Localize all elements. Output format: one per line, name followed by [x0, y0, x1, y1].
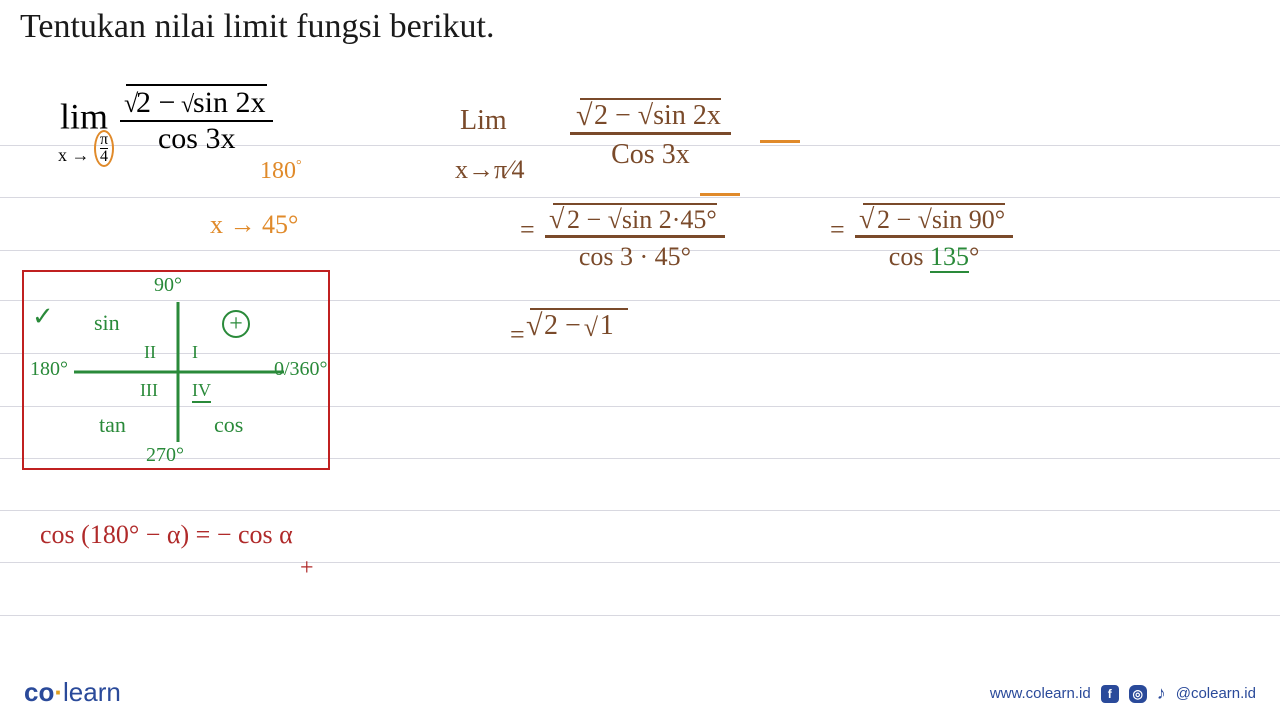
pi-den: 4	[100, 149, 108, 165]
checkmark-icon: ✓	[32, 302, 54, 332]
hand-lim-sub: x→π⁄4	[455, 155, 524, 185]
label-cos: cos	[214, 412, 243, 438]
pi-num: π	[100, 132, 108, 149]
quadrant-2: II	[144, 342, 156, 363]
hand-line3: √ 2 − √1	[530, 310, 628, 342]
quadrant-3: III	[140, 380, 158, 401]
hand-eq-2: =	[830, 215, 845, 245]
cos-identity: cos (180° − α) = − cos α	[40, 520, 293, 550]
identity-plus: +	[300, 555, 314, 582]
label-90: 90°	[154, 274, 182, 297]
hand-lim-label: Lim	[460, 105, 507, 137]
footer-url: www.colearn.id	[990, 685, 1091, 702]
pi-circled: π 4	[94, 130, 114, 167]
printed-limit-formula: lim x → π 4 √2 − √sin 2x cos 3x	[60, 90, 273, 160]
footer-right: www.colearn.id f ◎ ♪ @colearn.id	[990, 683, 1256, 704]
brand-logo: co·learn	[24, 677, 121, 708]
annotation-180: 180°	[260, 158, 302, 185]
footer: co·learn www.colearn.id f ◎ ♪ @colearn.i…	[0, 678, 1280, 708]
label-tan: tan	[99, 412, 126, 438]
hand-frac-1: √ 2 − √sin 2x Cos 3x	[570, 100, 731, 171]
plus-circled-icon: +	[222, 310, 250, 338]
underline-2x-icon	[760, 140, 800, 143]
label-270: 270°	[146, 444, 184, 467]
quadrant-diagram: ✓ 90° 180° 0/360° 270° sin + tan cos II …	[22, 270, 330, 470]
hand-frac-2b: √ 2 − √sin 90° cos 135°	[855, 205, 1013, 272]
hand-frac-2: √ 2 − √sin 2·45° cos 3 · 45°	[545, 205, 725, 272]
annotation-x45: x → 45°	[210, 210, 298, 240]
tiktok-icon: ♪	[1157, 683, 1166, 704]
label-180: 180°	[30, 358, 68, 381]
underline-3x-icon	[700, 193, 740, 196]
quadrant-4: IV	[192, 380, 211, 403]
instagram-icon: ◎	[1129, 685, 1147, 703]
label-sin: sin	[94, 310, 120, 336]
quadrant-1: I	[192, 342, 198, 363]
brand-learn: learn	[63, 677, 121, 707]
brand-co: co	[24, 677, 54, 707]
hand-eq-3: =	[510, 320, 525, 350]
hand-eq-1: =	[520, 215, 535, 245]
formula-numerator: √2 − √sin 2x	[120, 86, 273, 122]
formula-denominator: cos 3x	[120, 122, 273, 156]
lim-subscript: x → π 4	[58, 130, 114, 167]
brand-dot-icon: ·	[54, 677, 63, 707]
label-0-360: 0/360°	[274, 358, 328, 381]
page-title: Tentukan nilai limit fungsi berikut.	[20, 8, 495, 46]
lim-sub-x: x →	[58, 145, 90, 165]
footer-handle: @colearn.id	[1176, 685, 1256, 702]
facebook-icon: f	[1101, 685, 1119, 703]
